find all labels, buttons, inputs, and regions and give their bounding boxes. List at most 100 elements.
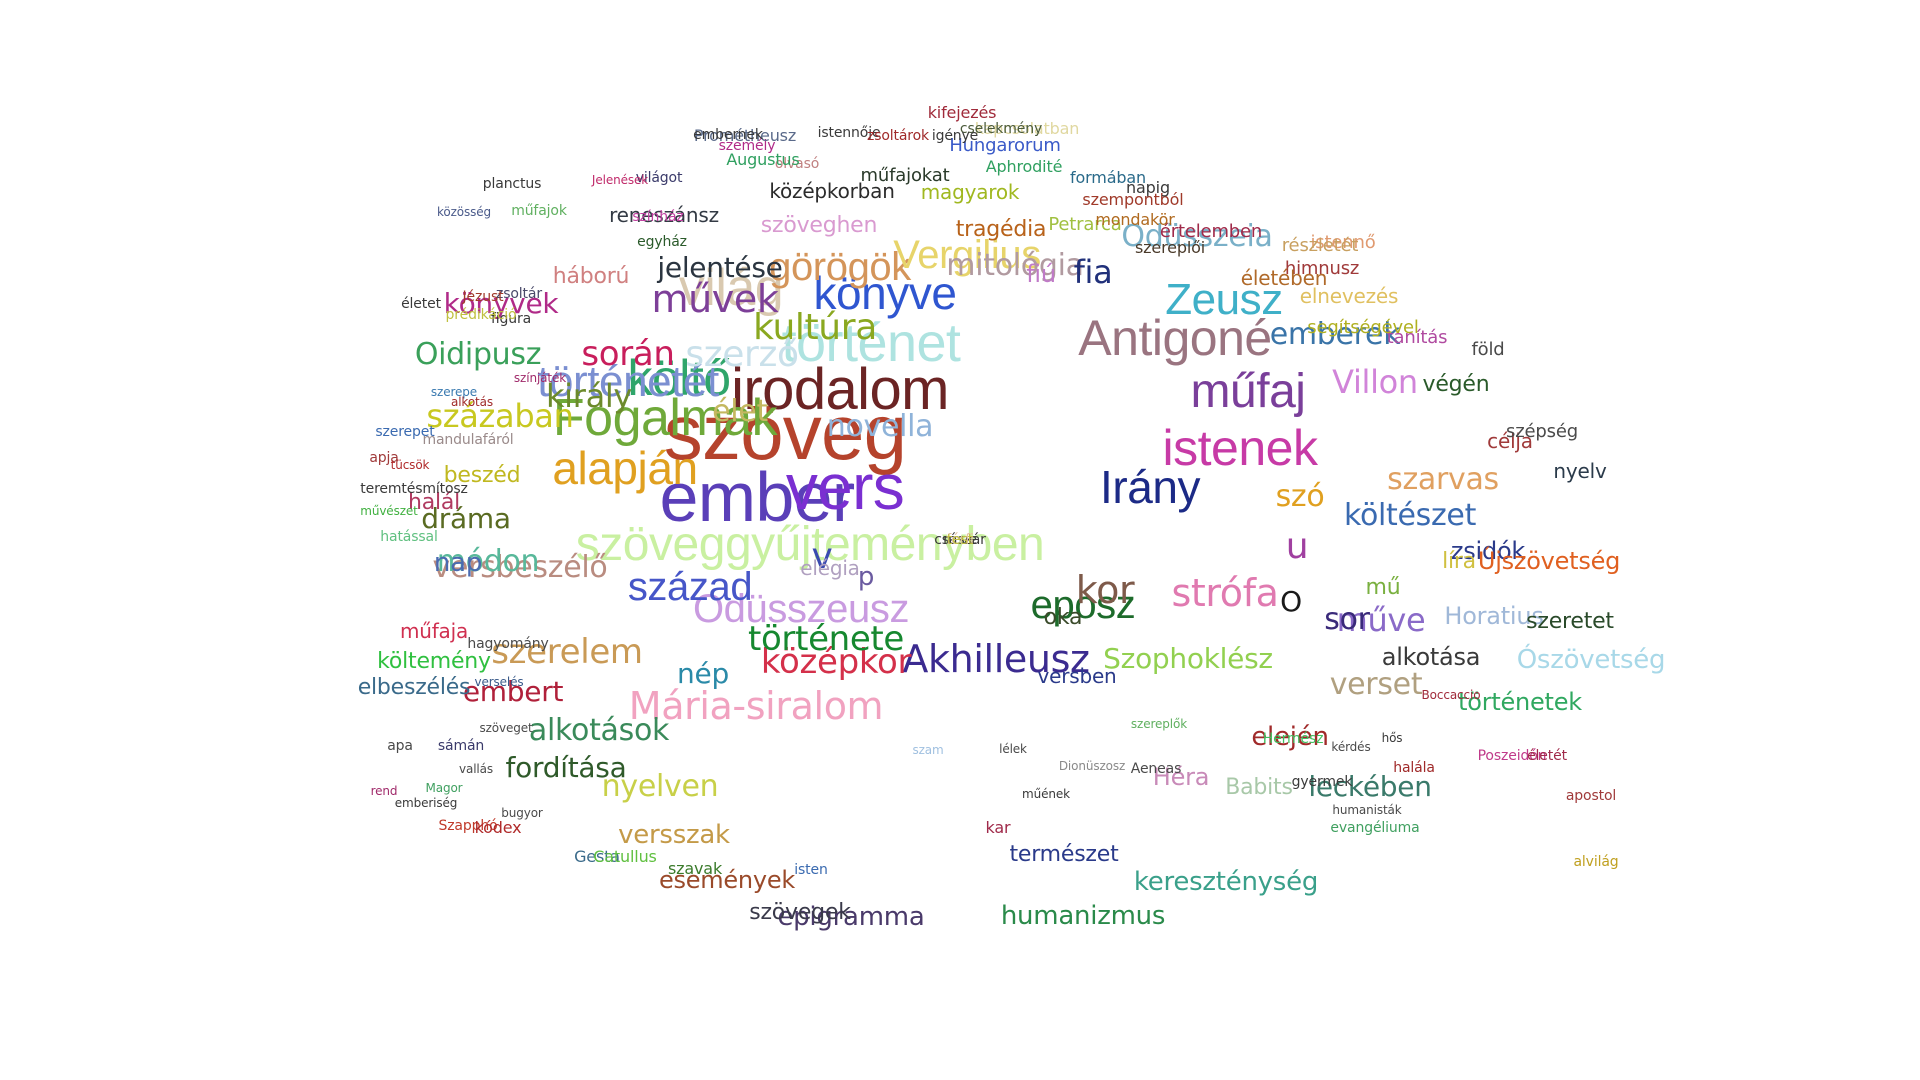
cloud-word: tücsök <box>390 458 430 472</box>
cloud-word: császár <box>934 532 986 548</box>
cloud-word: kódex <box>474 818 522 837</box>
cloud-word: magyarok <box>920 180 1020 204</box>
cloud-word: szereplői <box>1134 238 1206 257</box>
cloud-word: költemény <box>377 649 491 674</box>
cloud-word: mű <box>1365 575 1401 600</box>
cloud-word: férfi <box>946 532 974 548</box>
cloud-word: Petrarca <box>1048 214 1122 235</box>
cloud-word: természet <box>1009 842 1119 867</box>
cloud-word: Aeneas <box>1130 761 1182 777</box>
cloud-word: életet <box>401 296 441 312</box>
cloud-word: apostol <box>1565 788 1617 804</box>
cloud-word: mandulafáról <box>422 432 514 448</box>
cloud-word: halál <box>407 490 461 515</box>
cloud-word: király <box>545 377 633 415</box>
cloud-word: szövegek <box>749 900 851 925</box>
cloud-word: szerző <box>685 334 799 375</box>
cloud-word: bugyor <box>501 806 543 820</box>
cloud-word: vers <box>785 451 905 523</box>
cloud-word: humanisták <box>1332 803 1402 817</box>
cloud-word: értelemben <box>1159 221 1263 242</box>
cloud-word: kifejezés <box>927 103 997 122</box>
cloud-word: szöveggyűjteményben <box>575 518 1045 571</box>
cloud-word: szerelem <box>491 632 643 672</box>
cloud-word: hagyomány <box>467 636 549 652</box>
cloud-word: színjáték <box>513 371 567 385</box>
cloud-word: vallás <box>458 762 494 776</box>
cloud-word: során <box>581 334 675 374</box>
cloud-word: hős <box>1381 731 1403 745</box>
cloud-word: test <box>946 532 974 548</box>
cloud-word: elnevezés <box>1299 284 1399 308</box>
cloud-word: istennője <box>817 125 881 141</box>
cloud-word: egyház <box>637 234 687 250</box>
cloud-word: Oidipusz <box>414 337 542 372</box>
cloud-word: figura <box>490 311 532 327</box>
cloud-word: v <box>811 536 833 577</box>
cloud-word: ember <box>659 458 856 536</box>
cloud-word: könyve <box>813 267 957 319</box>
cloud-word: végén <box>1422 372 1490 397</box>
cloud-word: műfajokat <box>860 165 950 186</box>
cloud-word: szerepet <box>375 424 435 440</box>
cloud-word: Magor <box>425 781 463 795</box>
cloud-word: föld <box>1471 339 1505 360</box>
cloud-word: istennő <box>1310 232 1376 253</box>
cloud-word: apa <box>387 738 413 754</box>
cloud-word: neve <box>943 532 977 548</box>
cloud-word: művészet <box>360 504 418 518</box>
cloud-word: lélek <box>999 742 1027 756</box>
cloud-word: O <box>1280 585 1302 618</box>
cloud-word: módon <box>436 544 540 579</box>
cloud-word: epigramma <box>777 902 925 932</box>
cloud-word: istenek <box>1162 420 1318 476</box>
cloud-word: gyermek <box>1291 774 1353 790</box>
cloud-word: középkor <box>760 642 912 682</box>
cloud-word: mitológia <box>946 248 1084 283</box>
cloud-word: nyelv <box>1553 459 1607 483</box>
cloud-word: Vergilius <box>893 233 1041 277</box>
cloud-word: kereszténység <box>1133 867 1319 897</box>
cloud-word: Akhilleusz <box>902 637 1090 681</box>
cloud-word: alkotások <box>528 713 670 748</box>
cloud-word: Zeusz <box>1165 275 1283 324</box>
cloud-word: mondakör <box>1095 210 1175 229</box>
cloud-word: napig <box>1126 178 1170 197</box>
cloud-word: célja <box>1487 429 1533 453</box>
cloud-word: nép <box>677 657 729 690</box>
cloud-word: szam <box>912 743 944 757</box>
cloud-word: u <box>1285 526 1309 567</box>
cloud-word: emberiség <box>394 796 458 810</box>
cloud-word: középkorban <box>769 179 895 203</box>
cloud-word: művek <box>651 277 779 321</box>
cloud-word: formában <box>1070 168 1146 187</box>
cloud-word: sor <box>1324 602 1370 637</box>
cloud-word: színház <box>632 209 684 225</box>
cloud-word: alkotása <box>1381 643 1481 671</box>
cloud-word: kor <box>1075 568 1135 612</box>
cloud-word: segítségével <box>1307 317 1419 338</box>
cloud-word: világ <box>678 259 784 317</box>
cloud-word: halála <box>1393 760 1435 776</box>
cloud-word: Babits <box>1225 775 1293 800</box>
cloud-word: kultúra <box>753 307 877 348</box>
cloud-word: élet <box>712 394 768 429</box>
cloud-word: versszak <box>618 820 730 850</box>
cloud-word: emberek <box>1269 317 1401 352</box>
cloud-word: Jelenések <box>591 173 649 187</box>
cloud-word: Villon <box>1332 363 1418 401</box>
cloud-word: közösség <box>436 205 492 219</box>
cloud-word: szavak <box>667 859 723 878</box>
cloud-word: Újszövetség <box>1477 547 1621 575</box>
cloud-word: története <box>747 619 905 659</box>
cloud-word: Hungarorum <box>949 135 1061 156</box>
cloud-word: prédikáció <box>445 307 517 323</box>
cloud-word: Héra <box>1152 763 1210 791</box>
cloud-word: reneszánsz <box>609 203 719 227</box>
cloud-word: személy <box>718 138 776 154</box>
cloud-word: p <box>857 562 875 592</box>
cloud-word: fiú <box>1026 260 1056 288</box>
cloud-word: versbeszélő <box>432 550 608 585</box>
cloud-word: irodalom <box>731 357 949 422</box>
cloud-word: Dionüszosz <box>1058 759 1126 773</box>
